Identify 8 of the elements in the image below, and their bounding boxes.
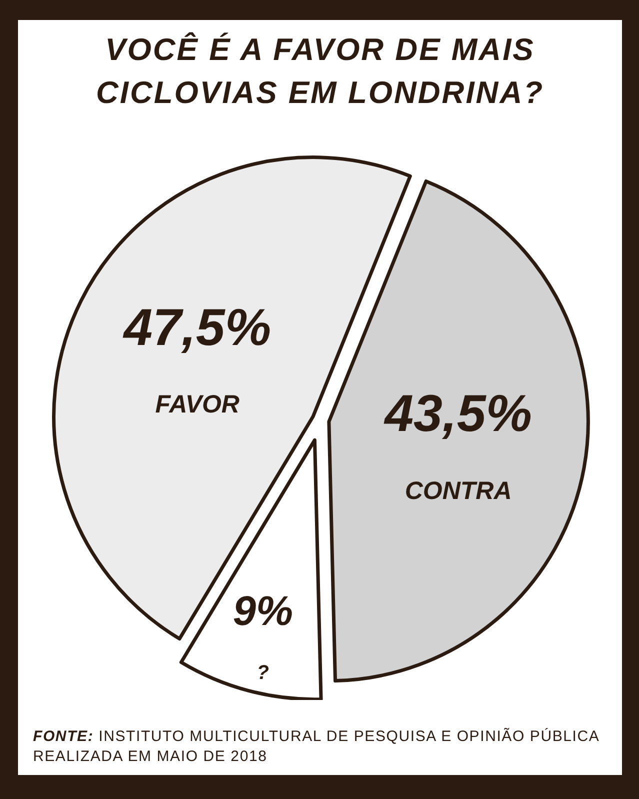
slice-label: ? — [256, 662, 270, 684]
source-note: FONTE: INSTITUTO MULTICULTURAL DE PESQUISA E OPINIÃO PÚBLICA REALIZADA EM MAIO DE 2018 — [33, 727, 600, 767]
slice-label: FAVOR — [155, 390, 240, 418]
data-label: 47,5% — [122, 298, 272, 357]
data-label: 43,5% — [384, 385, 532, 444]
chart-title: VOCÊ É A FAVOR DE MAIS CICLOVIAS EM LONDRINA? — [94, 31, 546, 112]
slice-label: CONTRA — [404, 476, 512, 505]
data-label: 9% — [232, 586, 294, 634]
